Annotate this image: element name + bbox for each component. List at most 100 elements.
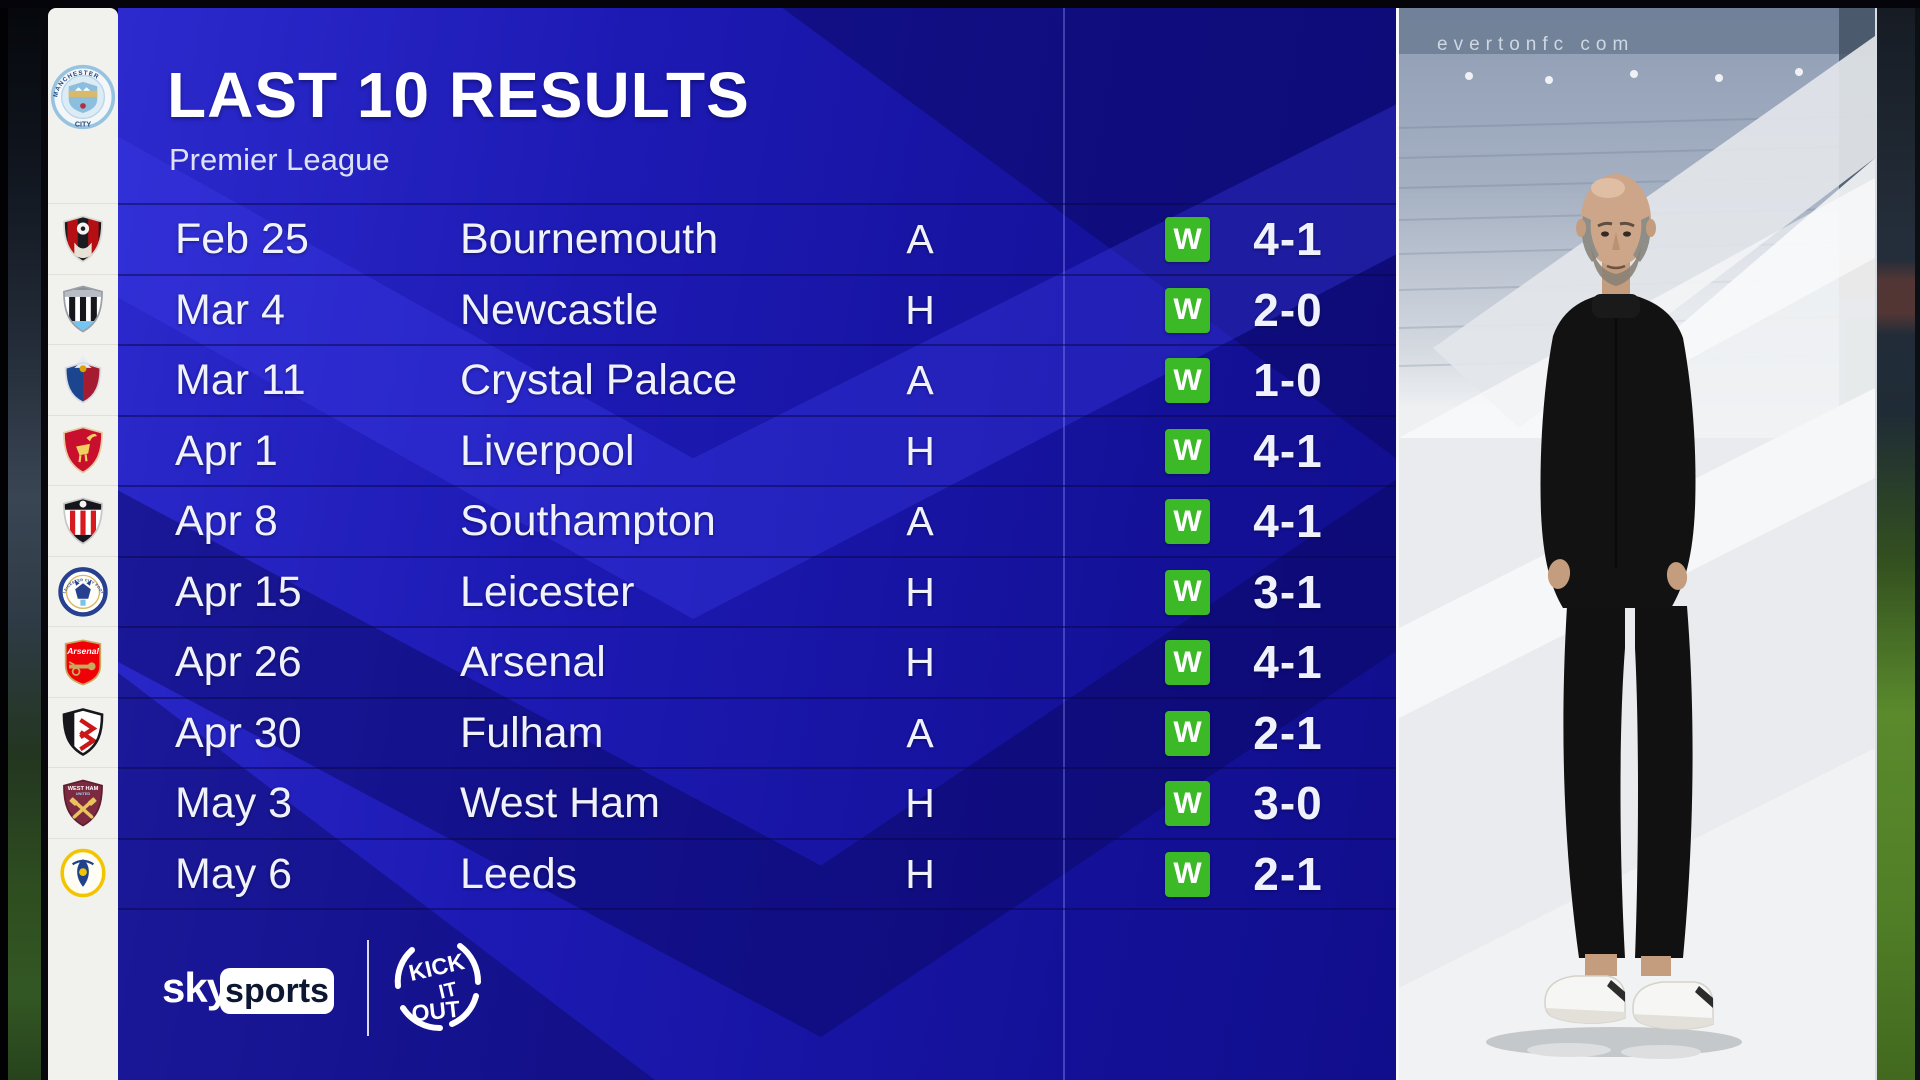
sky-logo: sky <box>162 964 230 1011</box>
match-date: Apr 15 <box>175 567 302 616</box>
win-badge: W <box>1165 569 1210 615</box>
venue-indicator: H <box>905 427 935 474</box>
venue-indicator: H <box>905 639 935 685</box>
opponent-name: West Ham <box>460 779 660 827</box>
table-row: Feb 25 Bournemouth A W 4-1 <box>118 203 1396 274</box>
pep-guardiola-figure <box>1486 174 1742 1059</box>
score: 4-1 <box>1253 424 1323 477</box>
page-title: LAST 10 RESULTS <box>167 59 750 131</box>
match-date: May 6 <box>175 849 293 898</box>
crest-cell <box>48 414 118 486</box>
logo-divider <box>367 940 369 1036</box>
table-row: Apr 30 Fulham A W 2-1 <box>118 696 1396 768</box>
opponent-name: Bournemouth <box>460 215 719 263</box>
score: 3-0 <box>1253 777 1323 829</box>
venue-indicator: A <box>906 216 934 262</box>
opponent-name: Crystal Palace <box>460 356 738 404</box>
score: 2-0 <box>1253 283 1323 336</box>
white-sneakers <box>1544 975 1714 1030</box>
table-row: May 3 West Ham H W 3-0 <box>118 767 1396 838</box>
west-ham-crest-text: WEST HAM <box>68 786 99 792</box>
liverpool-crest-icon <box>63 426 103 474</box>
table-row: Apr 26 Arsenal H W 4-1 <box>118 626 1396 697</box>
score: 4-1 <box>1253 495 1323 547</box>
kick-it-out-line3: OUT <box>410 996 461 1027</box>
newcastle-crest-icon <box>63 285 103 333</box>
manchester-city-crest-icon: MANCHESTER CITY <box>50 64 116 130</box>
match-date: Mar 4 <box>175 285 285 334</box>
leicester-crest-icon: LEICESTER CITY FOOTBALL CLUB <box>57 565 108 617</box>
arsenal-crest-text: Arsenal <box>66 646 99 656</box>
background-video-right-strip <box>1875 0 1920 1080</box>
table-row: Apr 1 Liverpool H W 4-1 <box>118 414 1396 486</box>
opponent-name: Liverpool <box>460 426 635 475</box>
venue-indicator: H <box>905 850 935 897</box>
crest-cell <box>48 344 118 415</box>
score: 2-1 <box>1253 847 1323 900</box>
win-badge: W <box>1165 499 1210 544</box>
crest-sidebar: MANCHESTER CITY <box>48 8 118 1080</box>
score: 1-0 <box>1253 354 1323 406</box>
sky-sports-logo: sports <box>220 968 334 1014</box>
stadium-backdrop-text: evertonfc com <box>1437 34 1634 55</box>
opponent-name: Arsenal <box>460 638 606 686</box>
fulham-crest-icon <box>62 708 104 757</box>
win-badge: W <box>1165 851 1210 897</box>
crest-cell: Arsenal <box>48 626 118 697</box>
win-badge: W <box>1165 710 1210 756</box>
kick-it-out-line1: KICK <box>406 948 467 986</box>
pep-guardiola-photo: evertonfc com <box>1396 8 1875 1080</box>
table-row: Apr 8 Southampton A W 4-1 <box>118 485 1396 556</box>
venue-indicator: H <box>905 568 935 615</box>
crest-cell <box>48 273 118 345</box>
top-border <box>0 0 1920 8</box>
win-badge: W <box>1165 640 1210 685</box>
match-date: Mar 11 <box>175 356 306 404</box>
match-date: May 3 <box>175 779 293 827</box>
win-badge: W <box>1165 428 1210 474</box>
crest-cell <box>48 203 118 274</box>
opponent-name: Southampton <box>460 497 716 545</box>
table-row: Mar 4 Newcastle H W 2-0 <box>118 273 1396 345</box>
score: 2-1 <box>1253 706 1323 759</box>
opponent-name: Fulham <box>460 708 604 757</box>
venue-indicator: H <box>905 780 935 826</box>
crest-cell: LEICESTER CITY FOOTBALL CLUB <box>48 555 118 627</box>
win-badge: W <box>1165 287 1210 333</box>
score: 4-1 <box>1253 213 1323 265</box>
results-table: Feb 25 Bournemouth A W 4-1 Mar 4 Newcast… <box>118 203 1396 910</box>
opponent-crest-list: LEICESTER CITY FOOTBALL CLUB Arsenal <box>48 203 118 908</box>
bournemouth-crest-icon <box>63 215 103 263</box>
page-subtitle: Premier League <box>169 142 390 177</box>
crystal-palace-crest-icon <box>64 355 102 404</box>
venue-indicator: H <box>905 286 935 333</box>
win-badge: W <box>1165 781 1210 826</box>
kick-it-out-logo: KICK IT OUT <box>394 943 482 1032</box>
crest-cell: WEST HAM UNITED <box>48 767 118 838</box>
venue-indicator: A <box>906 357 934 403</box>
match-date: Apr 8 <box>175 497 278 545</box>
west-ham-crest-subtext: UNITED <box>76 791 91 796</box>
leeds-crest-icon <box>60 848 106 898</box>
win-badge: W <box>1165 217 1210 262</box>
opponent-name: Leeds <box>460 849 578 898</box>
man-city-ring-text-bottom: CITY <box>75 120 91 128</box>
match-date: Feb 25 <box>175 215 309 263</box>
results-panel: LAST 10 RESULTS Premier League Feb 25 Bo… <box>118 8 1396 1080</box>
crest-cell <box>48 696 118 768</box>
venue-indicator: A <box>906 709 934 756</box>
figure-shadow <box>1486 1027 1742 1057</box>
background-video-left-strip <box>0 0 48 1080</box>
table-row: Mar 11 Crystal Palace A W 1-0 <box>118 344 1396 415</box>
column-divider <box>1063 8 1065 1080</box>
kick-it-out-line2: IT <box>437 978 459 1003</box>
southampton-crest-icon <box>63 497 103 545</box>
arsenal-crest-icon: Arsenal <box>64 639 102 686</box>
match-date: Apr 30 <box>175 708 302 757</box>
table-row: Apr 15 Leicester H W 3-1 <box>118 555 1396 627</box>
score: 3-1 <box>1253 565 1323 618</box>
west-ham-crest-icon: WEST HAM UNITED <box>63 779 103 827</box>
opponent-name: Leicester <box>460 567 635 616</box>
venue-indicator: A <box>906 498 934 544</box>
